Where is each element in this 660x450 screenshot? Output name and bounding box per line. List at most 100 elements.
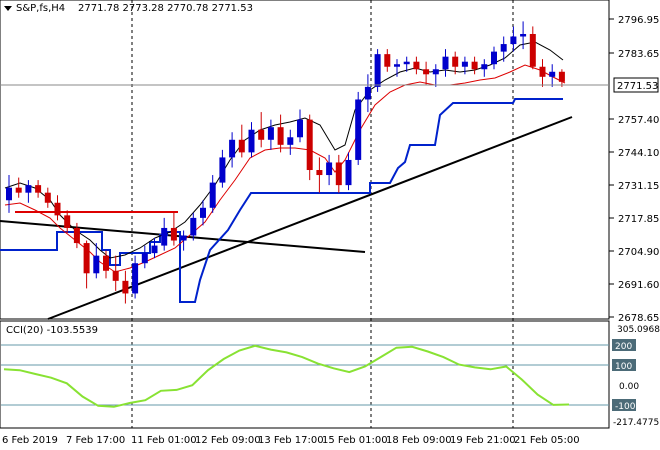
candle-body [64, 215, 71, 228]
candle-body [326, 162, 333, 176]
candle-body [316, 170, 323, 176]
candle-body [141, 253, 148, 264]
candle-body [277, 127, 284, 145]
cci-levels [1, 344, 609, 406]
price-tick: 2691.60 [609, 280, 659, 291]
candle-body [54, 202, 61, 216]
cci-tick-box: -100 [612, 399, 636, 412]
ma-black-line [4, 41, 564, 259]
cci-axis: 305.0968 200 100 0.00 -100 -217.4775 [612, 325, 660, 428]
time-axis: 6 Feb 2019 7 Feb 17:00 11 Feb 01:00 12 F… [2, 435, 580, 446]
candlestick-series [6, 21, 565, 304]
candle-body [132, 263, 139, 294]
svg-text:2717.85: 2717.85 [618, 214, 659, 225]
svg-text:2704.90: 2704.90 [618, 247, 659, 258]
svg-text:-100: -100 [615, 402, 636, 412]
candle-body [529, 33, 536, 67]
candle-body [491, 51, 497, 65]
chart-header: S&P,fs,H4 2771.78 2773.28 2770.78 2771.5… [4, 3, 253, 14]
candle-body [306, 119, 313, 171]
price-tick: 2796.95 [609, 15, 659, 26]
candle-body [461, 61, 468, 67]
price-tick: 2757.40 [609, 115, 659, 126]
cci-tick: -217.4775 [613, 418, 659, 428]
candle-body [93, 255, 100, 274]
indicator-panel [0, 320, 610, 429]
candle-body [413, 61, 420, 70]
candle-body [423, 69, 430, 75]
candle-body [510, 36, 517, 45]
candle-body [345, 159, 352, 186]
time-tick: 13 Feb 17:00 [258, 435, 324, 446]
candle-body [520, 33, 527, 37]
candle-body [35, 185, 42, 193]
time-tick: 12 Feb 09:00 [195, 435, 261, 446]
candle-body [335, 162, 342, 186]
candle-body [180, 235, 187, 241]
candle-body [73, 227, 80, 244]
ohlc-values: 2771.78 2773.28 2770.78 2771.53 [78, 3, 253, 14]
candle-body [44, 192, 51, 203]
candle-body [364, 86, 371, 100]
candle-body [238, 139, 245, 153]
candle-body [374, 54, 381, 87]
candle-body [83, 243, 90, 274]
candle-body [122, 280, 129, 294]
candle-body [394, 64, 400, 67]
candle-body [151, 245, 158, 254]
candle-body [170, 227, 177, 241]
price-tick: 2783.65 [609, 49, 659, 60]
candle-body [481, 64, 488, 70]
candle-body [403, 61, 410, 65]
candle-body [355, 99, 362, 160]
candle-body [25, 185, 32, 193]
cci-title: CCI(20) -103.5539 [6, 325, 98, 336]
time-tick: 15 Feb 01:00 [322, 435, 388, 446]
svg-text:2744.10: 2744.10 [618, 148, 659, 159]
candle-body [200, 207, 206, 218]
candle-body [432, 69, 439, 75]
candle-body [258, 129, 265, 140]
svg-text:2678.65: 2678.65 [618, 313, 659, 324]
candle-body [229, 139, 236, 158]
price-tick: 2731.15 [609, 181, 659, 192]
symbol-label: S&P,fs,H4 [16, 3, 65, 14]
price-tick: 2678.65 [609, 313, 659, 324]
dropdown-arrow-icon[interactable] [4, 6, 12, 11]
candle-body [248, 129, 255, 153]
candle-body [558, 71, 565, 82]
candle-body [471, 61, 478, 70]
candle-body [103, 255, 109, 271]
svg-text:2757.40: 2757.40 [618, 115, 659, 126]
candle-body [112, 270, 119, 281]
time-tick: 11 Feb 01:00 [131, 435, 197, 446]
svg-text:2771.53: 2771.53 [617, 81, 658, 92]
price-tick: 2717.85 [609, 214, 659, 225]
cci-line [3, 344, 570, 408]
cci-tick: 305.0968 [617, 325, 660, 335]
price-tick: 2744.10 [609, 148, 659, 159]
candle-body [452, 56, 459, 67]
time-tick: 7 Feb 17:00 [66, 435, 125, 446]
candle-body [442, 56, 449, 70]
support-step-line[interactable] [0, 98, 563, 303]
cci-tick: 0.00 [619, 382, 639, 392]
svg-text:100: 100 [615, 362, 632, 372]
candle-body [500, 44, 507, 52]
candle-body [161, 227, 168, 246]
price-tick: 2704.90 [609, 247, 659, 258]
svg-text:200: 200 [615, 342, 632, 352]
candle-body [549, 71, 556, 77]
current-price-tag: 2771.53 [613, 77, 659, 93]
cci-tick-box: 100 [612, 359, 636, 372]
main-panel [0, 0, 610, 320]
candle-body [287, 137, 294, 145]
svg-text:2691.60: 2691.60 [618, 280, 659, 291]
candle-body [6, 187, 12, 201]
candle-body [15, 187, 22, 193]
candle-body [384, 54, 391, 67]
time-tick: 19 Feb 21:00 [450, 435, 516, 446]
candle-body [297, 119, 303, 138]
time-tick: 6 Feb 2019 [2, 435, 58, 446]
